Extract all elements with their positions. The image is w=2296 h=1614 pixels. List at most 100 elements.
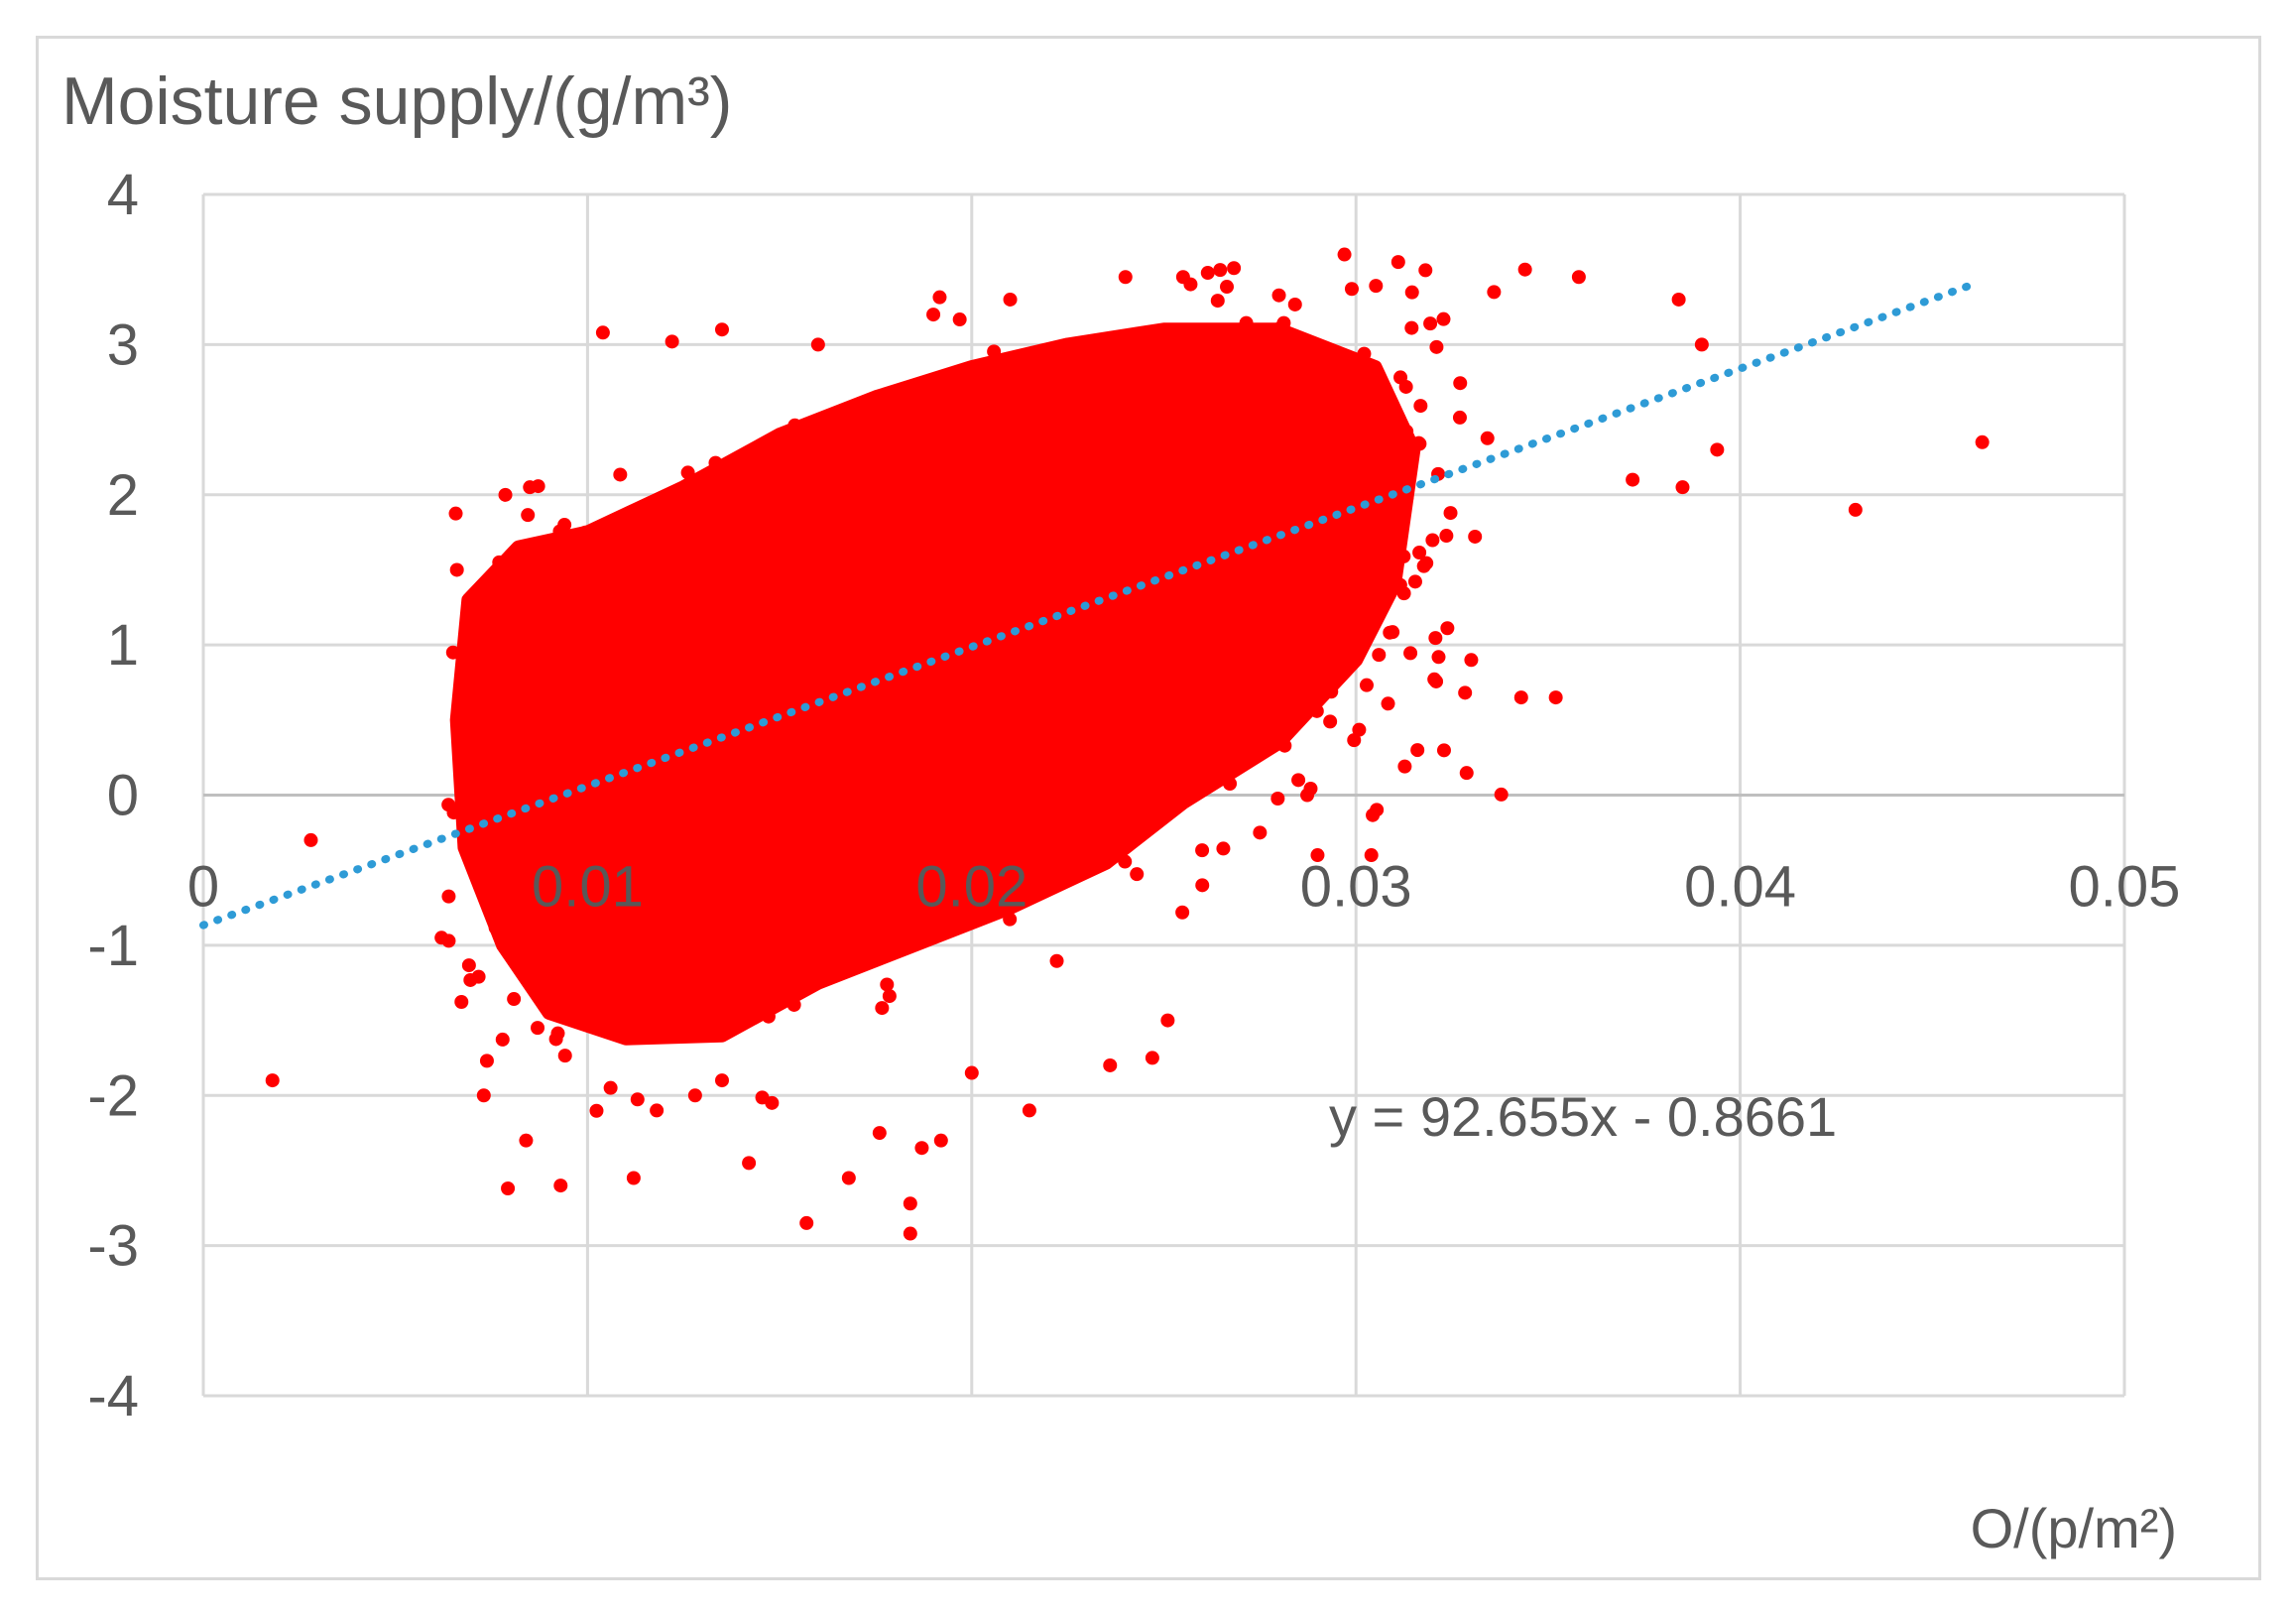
- data-point: [792, 607, 807, 622]
- data-point: [1037, 537, 1052, 552]
- data-point: [1240, 612, 1255, 627]
- data-point: [1040, 736, 1055, 751]
- data-point: [924, 764, 939, 779]
- data-point: [991, 425, 1006, 439]
- data-point: [987, 344, 1002, 359]
- data-point: [1241, 635, 1256, 650]
- data-point: [903, 718, 917, 733]
- data-point: [545, 763, 560, 778]
- data-point: [1131, 519, 1146, 534]
- data-point: [913, 576, 928, 591]
- data-point: [830, 658, 845, 673]
- data-point: [1245, 523, 1260, 538]
- data-point: [986, 722, 1001, 737]
- data-point: [708, 559, 723, 574]
- data-point: [920, 477, 935, 492]
- data-point: [1139, 673, 1153, 687]
- data-point: [653, 808, 667, 823]
- data-point: [1258, 504, 1272, 519]
- data-point: [471, 764, 486, 779]
- data-point: [654, 766, 668, 781]
- data-point: [952, 312, 967, 327]
- gridlines: [201, 192, 2126, 1398]
- data-point: [474, 856, 489, 871]
- data-point: [972, 691, 987, 706]
- data-point: [540, 858, 554, 873]
- data-point: [671, 681, 686, 695]
- data-point: [1058, 636, 1073, 651]
- data-point: [818, 562, 833, 577]
- data-point: [905, 778, 919, 793]
- data-point: [1195, 878, 1210, 893]
- data-point: [1045, 722, 1060, 737]
- data-point: [557, 1049, 572, 1063]
- data-point: [1248, 600, 1263, 615]
- data-point: [1255, 662, 1269, 677]
- data-point: [757, 739, 772, 754]
- data-point: [449, 562, 464, 577]
- data-point: [1130, 867, 1145, 882]
- trendline: [199, 278, 1983, 930]
- data-point: [1058, 399, 1073, 414]
- data-point: [1265, 399, 1279, 414]
- data-point: [587, 848, 602, 863]
- y-tick-label: -4: [87, 1364, 139, 1428]
- data-point: [983, 683, 998, 697]
- data-point: [1403, 646, 1418, 661]
- data-point: [796, 666, 811, 681]
- data-point: [1412, 436, 1427, 451]
- data-point: [1022, 1103, 1036, 1118]
- data-point: [1399, 424, 1414, 438]
- data-point: [1311, 578, 1326, 593]
- data-point: [1396, 549, 1411, 563]
- data-point: [806, 904, 821, 919]
- data-point: [870, 630, 885, 645]
- data-point: [891, 865, 906, 880]
- data-point: [1419, 556, 1434, 570]
- data-point: [504, 948, 519, 963]
- data-point: [1464, 653, 1479, 668]
- data-point: [1164, 491, 1179, 506]
- data-point: [1096, 709, 1111, 724]
- data-point: [542, 820, 556, 835]
- data-point: [1404, 285, 1419, 300]
- data-point: [1323, 714, 1338, 729]
- data-point: [681, 555, 696, 569]
- data-point: [971, 506, 986, 521]
- data-point: [555, 846, 570, 861]
- data-point: [899, 461, 913, 476]
- data-point: [1019, 769, 1033, 784]
- data-point: [912, 860, 927, 875]
- data-point: [1397, 759, 1412, 774]
- data-point: [923, 388, 938, 403]
- data-point: [903, 1196, 917, 1211]
- data-point: [1342, 485, 1357, 500]
- data-point: [1247, 450, 1262, 465]
- data-point: [1429, 339, 1444, 354]
- y-tick-label: -1: [87, 914, 139, 978]
- data-point: [574, 690, 589, 705]
- data-point: [842, 909, 857, 924]
- data-point: [760, 824, 775, 839]
- data-point: [1062, 410, 1077, 425]
- data-point: [1372, 520, 1387, 535]
- data-point: [1513, 690, 1528, 705]
- data-point: [1243, 737, 1258, 752]
- data-point: [1230, 713, 1245, 728]
- data-point: [1364, 848, 1379, 863]
- data-point: [1038, 848, 1053, 863]
- data-point: [1324, 439, 1339, 454]
- data-point: [947, 677, 962, 691]
- data-point: [903, 1226, 917, 1241]
- data-point: [872, 502, 887, 517]
- x-axis-ticks: 0 0.01 0.02 0.03 0.04 0.05: [187, 855, 2181, 920]
- data-point: [1127, 604, 1142, 619]
- data-point: [897, 794, 911, 808]
- data-point: [1222, 492, 1237, 507]
- data-point: [1369, 279, 1384, 294]
- data-point: [599, 562, 614, 577]
- data-point: [749, 886, 764, 901]
- data-point: [1015, 598, 1029, 613]
- data-point: [816, 463, 831, 478]
- data-point: [1188, 783, 1203, 798]
